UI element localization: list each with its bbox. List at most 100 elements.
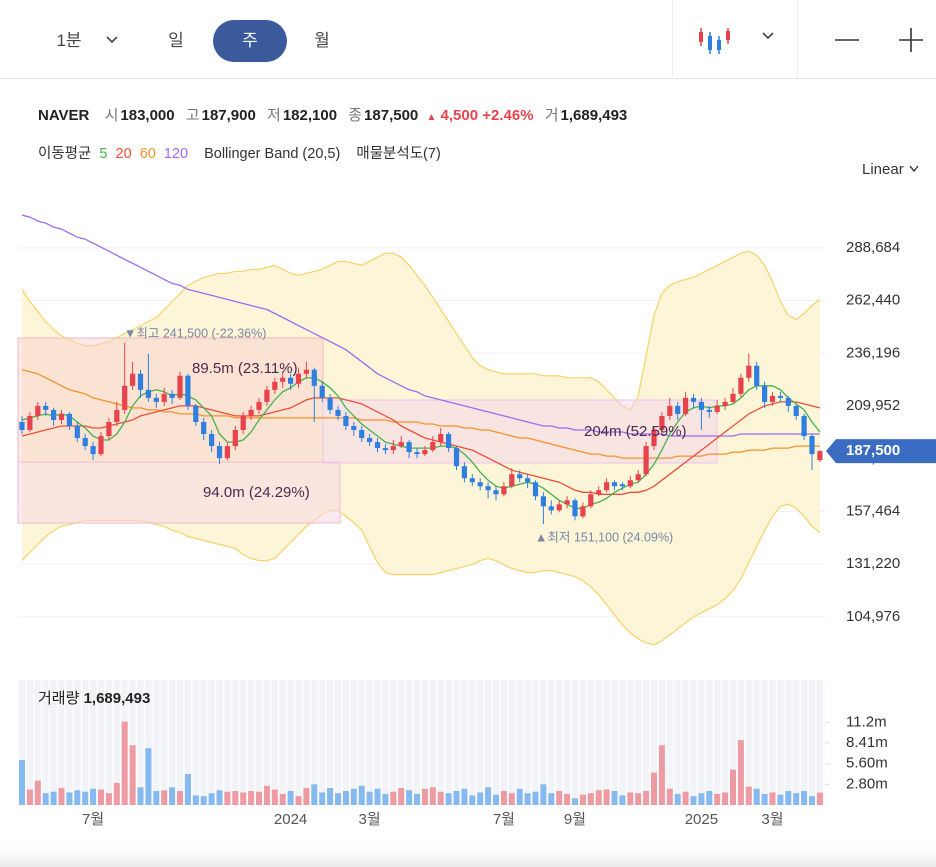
candle-body [240,415,246,430]
interval-button[interactable]: 월 [314,31,330,50]
legend-item[interactable]: 20 [115,146,132,162]
candle-body [580,506,586,517]
volume-bar [445,793,452,805]
volume-bar [153,790,160,805]
candle-body [288,377,294,384]
volume-stripe [587,680,594,805]
volume-stripe [603,680,610,805]
volume-bar [540,784,547,805]
volume-stripe [271,680,278,805]
icon-rect [699,32,703,42]
volume-stripe [500,680,507,805]
volume-stripe [453,680,460,805]
candle-body [145,389,151,398]
candle-body [619,484,625,487]
volume-stripe [74,680,81,805]
change: 4,500 [440,107,479,124]
divider [797,0,798,77]
volume-bar [26,789,33,805]
volume-bar [690,796,697,805]
candle-body [35,405,41,416]
chevron-line [909,165,919,173]
legend-item[interactable]: 60 [139,146,156,162]
volume-stripe [753,680,760,805]
volume-stripe [82,680,89,805]
zoom-out-button[interactable] [834,28,860,52]
volume-stripe [137,680,144,805]
legend-item[interactable]: Bollinger Band (20,5) [204,146,341,162]
volume-bar [105,793,112,805]
volume-bar [619,795,626,805]
volume-stripe [208,680,215,805]
candle-body [256,401,262,410]
legend-item[interactable]: 120 [163,146,189,162]
interval-button[interactable]: 일 [168,31,184,50]
candle-body [327,397,333,410]
profile-box [322,399,718,464]
band-lower [21,503,821,646]
volume-bar [145,748,152,805]
volume-stripe [595,680,602,805]
candle-body [777,395,783,398]
volume-bar [192,795,199,805]
volume-value: 1,689,493 [84,690,151,707]
field-label: 시 [104,107,119,124]
candle-body [98,436,104,455]
interval-button[interactable]: 1분 [56,31,82,50]
volume-stripe [635,680,642,805]
candle-body [469,478,475,483]
volume-stripe [485,680,492,805]
volume-bar [19,760,25,805]
volume-bar [390,791,397,805]
volume-stripe [390,680,397,805]
interval-button[interactable]: 주 [213,20,287,62]
legend-item[interactable]: 매물분석도(7) [356,146,441,162]
volume-bar [666,788,673,805]
volume-bar [809,796,815,805]
volume-stripe [177,680,183,805]
volume-bar [714,793,721,805]
field-value: 187,500 [364,107,419,124]
volume-stripe [698,680,705,805]
volume-stripe [319,680,326,805]
volume-bar [58,788,65,805]
dropdown-icon[interactable] [760,30,776,42]
volume-bar [319,792,326,805]
candle-body [311,369,317,386]
candle-body [785,397,791,406]
volume-bar [271,789,278,805]
volume-bar [761,793,768,805]
zoom-in-button[interactable] [898,28,924,52]
volume-stripe [706,680,713,805]
candle-body [461,466,467,479]
candle-body [667,405,673,416]
chart-type-button[interactable] [696,24,738,58]
volume-stripe [564,680,571,805]
dropdown-icon[interactable] [104,34,120,46]
legend-item[interactable]: 5 [99,146,108,162]
quote-line: NAVER 시 183,000 고 187,900 저 182,100 종 187,50… [38,104,627,125]
volume-bar [753,788,760,805]
volume-stripe [682,680,689,805]
volume-title: 거래량 1,689,493 [38,690,150,707]
candle-body [604,482,610,491]
candle-body [714,405,720,412]
volume-stripe [153,680,160,805]
volume-bar [682,791,689,805]
high-annotation: ▼최고 241,500 (-22.36%) [124,326,266,340]
divider [672,0,673,77]
candle-body [74,425,80,439]
volume-bar [414,793,420,805]
volume-bar [437,791,444,805]
volume-bar [184,774,191,805]
volume-bar [406,790,413,805]
volume-bar [611,790,618,805]
volume-stripe [327,680,334,805]
candle-body [216,446,223,459]
x-tick-label: 7월 [493,811,515,828]
scale-selector[interactable]: Linear [862,161,920,178]
volume-bar [564,793,571,805]
ma-line [21,214,820,437]
